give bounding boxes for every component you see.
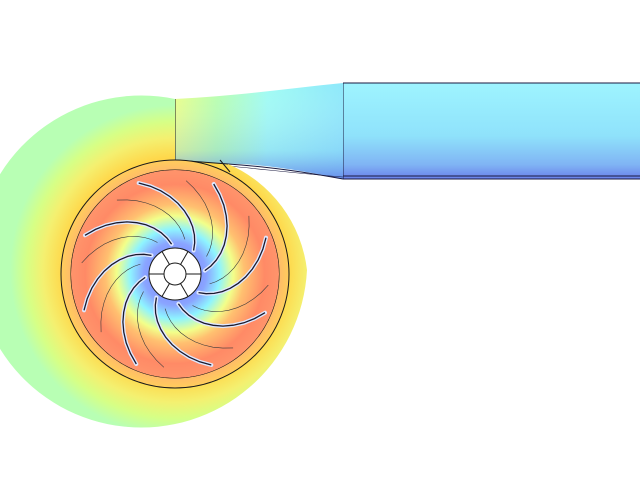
impeller-hub bbox=[148, 247, 202, 301]
impeller-blade bbox=[122, 276, 146, 365]
flow-streamline bbox=[192, 284, 269, 312]
hub-spoke bbox=[161, 251, 170, 265]
impeller-blade bbox=[198, 237, 267, 295]
impeller-blade bbox=[204, 183, 228, 272]
impeller-blade bbox=[84, 221, 173, 245]
impeller-blade bbox=[138, 182, 196, 251]
impeller-blade bbox=[83, 253, 152, 311]
diffuser-section bbox=[174, 83, 344, 180]
flow-streamline bbox=[164, 308, 234, 349]
flow-streamline bbox=[100, 263, 141, 333]
impeller-blade bbox=[177, 303, 266, 327]
outlet-pipe bbox=[342, 82, 640, 180]
hub-spokes bbox=[149, 251, 201, 297]
impeller-blade bbox=[154, 297, 212, 366]
hub-spoke bbox=[180, 251, 189, 265]
flow-streamline bbox=[81, 236, 158, 264]
flow-streamline bbox=[137, 291, 165, 368]
impeller-blades bbox=[81, 180, 269, 368]
flow-streamline bbox=[209, 215, 250, 285]
hub-spoke bbox=[180, 283, 189, 297]
hub-spoke bbox=[161, 283, 170, 297]
flow-streamline bbox=[116, 199, 186, 240]
flow-streamline bbox=[185, 180, 213, 257]
